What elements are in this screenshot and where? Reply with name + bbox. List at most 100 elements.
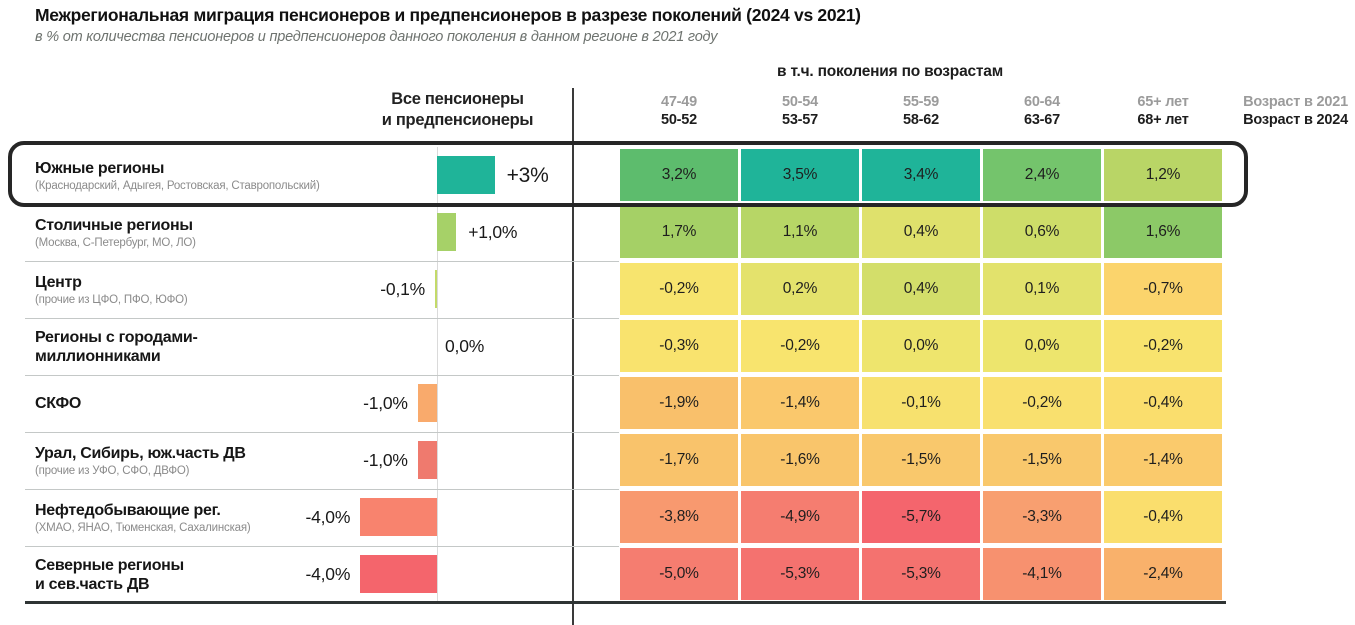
- region-label: Северные регионы и сев.часть ДВ: [35, 546, 345, 603]
- age-column-header: 65+ лет 68+ лет: [1104, 93, 1222, 129]
- region-note: (прочие из УФО, СФО, ДВФО): [35, 464, 190, 477]
- region-name: Северные регионы: [35, 556, 184, 574]
- heatmap-cell: -0,4%: [1104, 377, 1222, 429]
- age-2024-label: 58-62: [902, 112, 940, 128]
- heatmap-cell: 0,0%: [983, 320, 1101, 372]
- heatmap-cell: -1,7%: [620, 434, 738, 486]
- total-value-label: +3%: [506, 164, 549, 187]
- region-name: Южные регионы: [35, 159, 165, 177]
- heatmap-cell: 1,7%: [620, 206, 738, 258]
- row-separator: [25, 261, 619, 262]
- table-row: Нефтедобывающие рег. (ХМАО, ЯНАО, Тюменск…: [0, 489, 1355, 546]
- heatmap-cell: -1,5%: [862, 434, 980, 486]
- heatmap-cell: -1,4%: [1104, 434, 1222, 486]
- table-row: Центр (прочие из ЦФО, ПФО, ЮФО) -0,1% -0,2%…: [0, 261, 1355, 318]
- table-row: СКФО -1,0% -1,9% -1,4% -0,1% -0,2% -0,4%: [0, 375, 1355, 432]
- heatmap-cell: 0,4%: [862, 206, 980, 258]
- heatmap-cell: -0,1%: [862, 377, 980, 429]
- heatmap-cell: -3,3%: [983, 491, 1101, 543]
- heatmap-cell: -0,2%: [741, 320, 859, 372]
- age-column-header: 50-54 53-57: [741, 93, 859, 129]
- heatmap-cell: -5,0%: [620, 548, 738, 600]
- heatmap-cell: -5,3%: [741, 548, 859, 600]
- chart-subtitle: в % от количества пенсионеров и предпенс…: [35, 29, 718, 45]
- age-2024-label: 68+ лет: [1137, 112, 1189, 128]
- total-value-label: -4,0%: [305, 507, 351, 527]
- region-name-line2: миллионниками: [35, 347, 161, 365]
- region-name: Урал, Сибирь, юж.часть ДВ: [35, 444, 246, 462]
- heatmap-cell: -0,3%: [620, 320, 738, 372]
- heatmap-cell: 0,0%: [862, 320, 980, 372]
- region-label: Центр (прочие из ЦФО, ПФО, ЮФО): [35, 261, 345, 318]
- table-row: Северные регионы и сев.часть ДВ -4,0% -5,0%…: [0, 546, 1355, 603]
- total-column-header-line1: Все пенсионеры: [391, 90, 524, 108]
- age-2021-label: 50-54: [781, 94, 819, 110]
- heatmap-cell: 0,6%: [983, 206, 1101, 258]
- total-value-label: -4,0%: [305, 564, 351, 584]
- region-name: Столичные регионы: [35, 216, 193, 234]
- heatmap-cell: 3,4%: [862, 149, 980, 201]
- heatmap-cell: -0,2%: [620, 263, 738, 315]
- region-name: Регионы с городами-: [35, 328, 198, 346]
- total-bar: [360, 498, 437, 536]
- table-bottom-border: [25, 601, 1226, 604]
- heatmap-cell: 1,1%: [741, 206, 859, 258]
- region-label: Столичные регионы (Москва, С-Петербург, М…: [35, 204, 345, 261]
- age-2024-label: 50-52: [660, 112, 698, 128]
- region-label: Регионы с городами-миллионниками: [35, 318, 345, 375]
- age-2024-label: 53-57: [781, 112, 819, 128]
- age-group-header: в т.ч. поколения по возрастам: [777, 63, 1003, 80]
- region-label: СКФО: [35, 375, 345, 432]
- region-note: (ХМАО, ЯНАО, Тюменская, Сахалинская): [35, 521, 251, 534]
- heatmap-cell: 3,5%: [741, 149, 859, 201]
- vertical-divider-line: [572, 88, 574, 625]
- row-separator: [25, 375, 619, 376]
- age-2021-label: 60-64: [1023, 94, 1061, 110]
- heatmap-cell: 2,4%: [983, 149, 1101, 201]
- region-name: Центр: [35, 273, 82, 291]
- age-legend: Возраст в 2021 Возраст в 2024: [1228, 93, 1348, 129]
- region-label: Нефтедобывающие рег. (ХМАО, ЯНАО, Тюменск…: [35, 489, 345, 546]
- region-note: (Краснодарский, Адыгея, Ростовская, Став…: [35, 179, 320, 192]
- total-value-label: -1,0%: [363, 393, 408, 413]
- region-name: Нефтедобывающие рег.: [35, 501, 221, 519]
- row-separator: [25, 204, 619, 205]
- heatmap-cell: -4,9%: [741, 491, 859, 543]
- heatmap-cell: 1,6%: [1104, 206, 1222, 258]
- heatmap-cell: -1,4%: [741, 377, 859, 429]
- chart-title: Межрегиональная миграция пенсионеров и п…: [35, 5, 861, 25]
- heatmap-cell: -1,5%: [983, 434, 1101, 486]
- heatmap-cell: -0,4%: [1104, 491, 1222, 543]
- heatmap-cell: 0,1%: [983, 263, 1101, 315]
- region-name: СКФО: [35, 395, 82, 412]
- total-bar: [417, 441, 437, 479]
- heatmap-cell: 0,2%: [741, 263, 859, 315]
- heatmap-cell: 3,2%: [620, 149, 738, 201]
- age-2021-label: 55-59: [902, 94, 940, 110]
- region-note: (Москва, С-Петербург, МО, ЛО): [35, 236, 196, 249]
- region-label: Южные регионы (Краснодарский, Адыгея, Рос…: [35, 147, 345, 204]
- heatmap-cell: 0,4%: [862, 263, 980, 315]
- table-row: Южные регионы (Краснодарский, Адыгея, Рос…: [0, 147, 1355, 204]
- total-value-label: 0,0%: [445, 336, 485, 356]
- total-value-label: -0,1%: [380, 279, 425, 299]
- total-bar: [360, 555, 437, 593]
- table-row: Регионы с городами-миллионниками 0,0% -0,3…: [0, 318, 1355, 375]
- heatmap-cell: -1,9%: [620, 377, 738, 429]
- heatmap-cell: -0,7%: [1104, 263, 1222, 315]
- age-2021-label: 65+ лет: [1137, 94, 1189, 110]
- table-row: Урал, Сибирь, юж.часть ДВ (прочие из УФО,…: [0, 432, 1355, 489]
- total-bar: [435, 270, 437, 308]
- total-value-label: -1,0%: [363, 450, 408, 470]
- total-column-header: Все пенсионеры и предпенсионеры: [345, 89, 570, 131]
- region-label: Урал, Сибирь, юж.часть ДВ (прочие из УФО,…: [35, 432, 345, 489]
- region-name-line2: и сев.часть ДВ: [35, 575, 150, 593]
- table-row: Столичные регионы (Москва, С-Петербург, М…: [0, 204, 1355, 261]
- total-column-header-line2: и предпенсионеры: [381, 111, 534, 129]
- region-note: (прочие из ЦФО, ПФО, ЮФО): [35, 293, 188, 306]
- age-column-header: 60-64 63-67: [983, 93, 1101, 129]
- total-bar: [417, 384, 437, 422]
- heatmap-cell: -0,2%: [983, 377, 1101, 429]
- heatmap-cell: -4,1%: [983, 548, 1101, 600]
